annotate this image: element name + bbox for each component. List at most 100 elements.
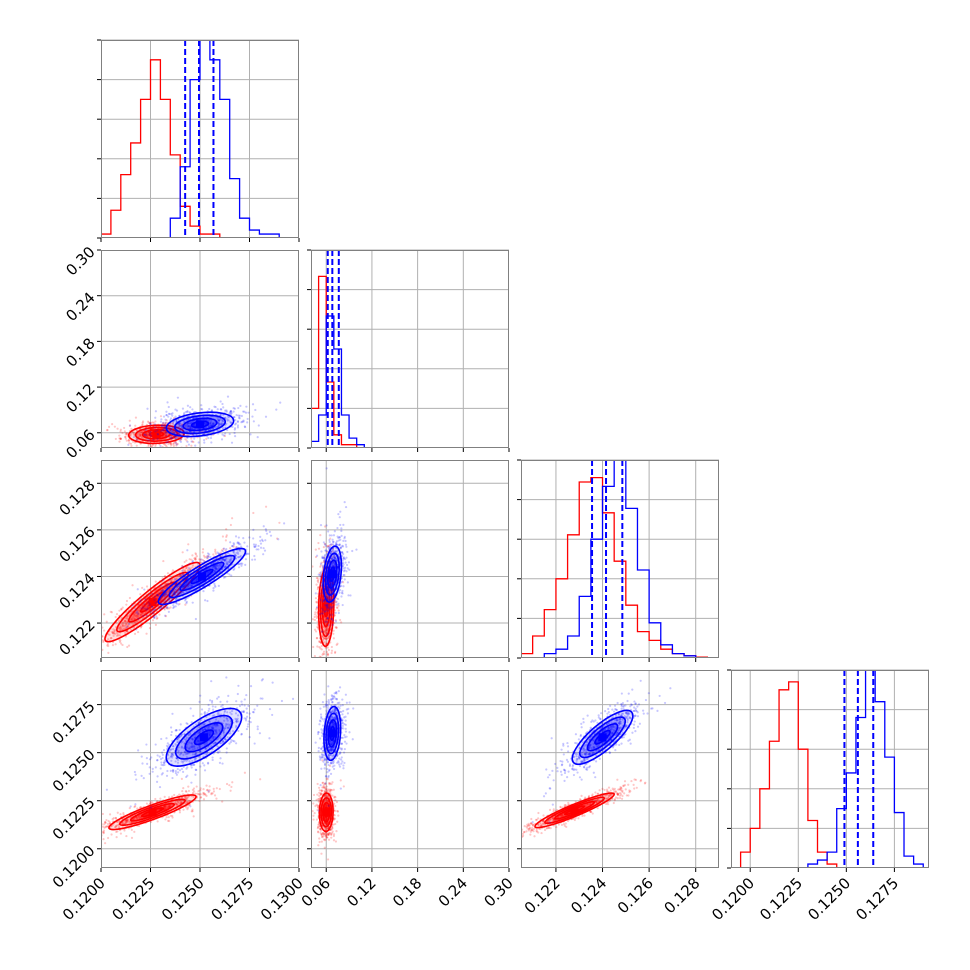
scatter-point (178, 424, 181, 428)
scatter-point (331, 550, 334, 553)
scatter-point (186, 404, 190, 407)
scatter-point (325, 617, 329, 620)
scatter-point (331, 557, 334, 560)
scatter-point (143, 588, 146, 591)
scatter-point (194, 792, 197, 795)
scatter-point (275, 408, 278, 411)
scatter-point (186, 410, 189, 414)
scatter-point (305, 583, 307, 585)
histogram-panel-0 (97, 39, 300, 242)
scatter-point (136, 588, 139, 591)
scatter-point (167, 584, 171, 587)
scatter-point (221, 427, 225, 430)
scatter-point (120, 628, 123, 631)
scatter-point (226, 419, 229, 422)
scatter-point (188, 430, 192, 433)
scatter-point (207, 436, 210, 440)
scatter-point (251, 558, 254, 561)
scatter-point (128, 419, 131, 422)
scatter-point (88, 832, 90, 834)
scatter-point (264, 505, 268, 508)
scatter-point (115, 836, 118, 839)
density-peak (328, 570, 337, 579)
scatter-point (182, 585, 185, 589)
scatter-point (90, 829, 92, 831)
scatter-point (164, 807, 167, 810)
scatter-point (221, 550, 224, 553)
scatter-point (206, 415, 209, 418)
scatter-point (261, 539, 264, 543)
scatter-point (124, 619, 127, 622)
scatter-point (185, 444, 188, 448)
scatter-point (237, 543, 241, 546)
scatter-point (246, 421, 249, 424)
scatter-point (114, 816, 117, 820)
scatter-point (337, 536, 340, 539)
scatter-point (242, 419, 245, 422)
scatter-point (213, 569, 216, 572)
scatter-point (320, 584, 323, 588)
scatter-point (342, 539, 345, 543)
scatter-point (335, 543, 338, 546)
scatter-point (139, 593, 142, 596)
scatter-point (114, 437, 117, 441)
scatter-point (343, 501, 346, 504)
scatter-point (246, 552, 249, 555)
scatter-point (345, 545, 348, 548)
scatter-point (219, 414, 222, 417)
scatter-point (214, 567, 217, 570)
scatter-point (315, 583, 318, 586)
scatter-point (170, 434, 173, 437)
scatter-point (191, 451, 193, 453)
scatter-point (215, 568, 219, 571)
scatter-point (119, 437, 122, 440)
scatter-point (185, 423, 188, 426)
scatter-point (327, 589, 330, 592)
scatter-point (130, 821, 133, 824)
scatter-point (106, 836, 110, 840)
scatter-point (118, 634, 121, 637)
scatter-point (233, 431, 236, 435)
scatter-point (244, 411, 248, 414)
scatter-point (335, 606, 338, 609)
scatter-point (315, 554, 319, 557)
scatter-point (344, 539, 347, 543)
scatter-point (314, 555, 318, 559)
scatter-point (204, 422, 207, 425)
scatter-point (186, 568, 190, 571)
scatter-point (186, 549, 189, 552)
scatter-point (319, 581, 322, 584)
scatter-point (95, 657, 97, 659)
scatter-point (103, 613, 106, 616)
scatter-point (253, 545, 256, 549)
scatter-point (164, 421, 168, 424)
scatter-point (192, 440, 195, 444)
scatter-point (216, 418, 220, 422)
scatter-point (121, 822, 124, 825)
scatter-point (120, 607, 123, 611)
scatter-point (318, 640, 321, 644)
scatter-point (319, 562, 323, 565)
scatter-point (156, 820, 159, 823)
scatter-point (101, 825, 105, 828)
scatter-point (334, 620, 338, 623)
scatter-point (160, 418, 163, 421)
scatter-point (190, 427, 193, 430)
scatter-point (174, 436, 177, 440)
scatter-point (228, 560, 231, 563)
scatter-point (183, 425, 186, 428)
scatter-point (338, 543, 341, 546)
scatter-point (106, 428, 109, 432)
scatter-point (214, 564, 218, 567)
scatter-point (225, 534, 228, 537)
scatter-point (178, 424, 181, 427)
scatter-point (334, 626, 337, 629)
scatter-point (187, 543, 190, 546)
scatter-point (224, 558, 228, 561)
scatter-point (322, 661, 324, 663)
scatter-point (132, 616, 135, 619)
scatter-point (164, 444, 167, 447)
scatter-point (126, 818, 129, 821)
scatter-point (202, 791, 205, 795)
